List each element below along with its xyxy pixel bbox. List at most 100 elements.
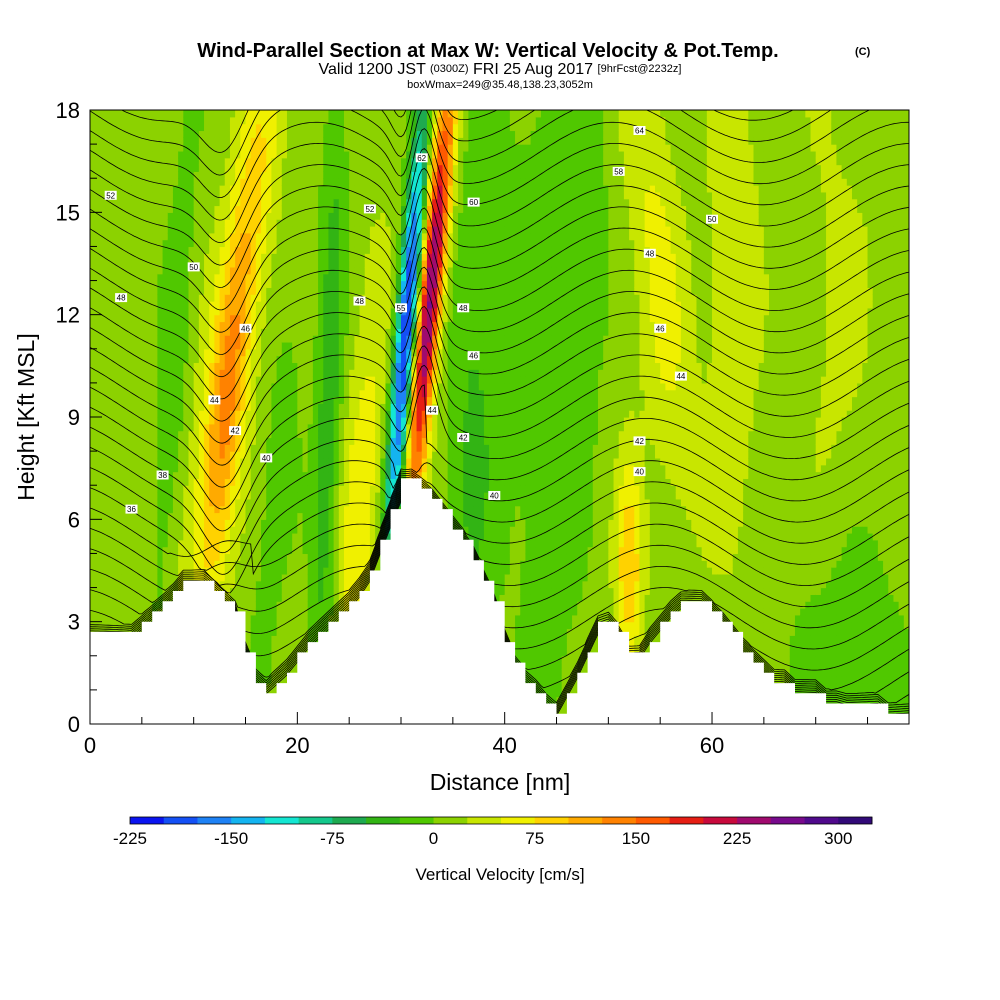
velocity-cell bbox=[302, 253, 309, 261]
velocity-cell bbox=[110, 423, 117, 432]
velocity-cell bbox=[193, 362, 200, 370]
velocity-cell bbox=[240, 587, 247, 595]
velocity-cell bbox=[162, 464, 169, 473]
velocity-cell bbox=[110, 376, 117, 384]
velocity-cell bbox=[178, 219, 184, 227]
velocity-cell bbox=[261, 123, 267, 132]
velocity-cell bbox=[115, 539, 122, 548]
velocity-cell bbox=[354, 526, 361, 534]
velocity-cell bbox=[343, 485, 350, 493]
velocity-cell bbox=[136, 321, 143, 329]
velocity-cell bbox=[95, 178, 101, 186]
velocity-cell bbox=[240, 444, 247, 452]
velocity-cell bbox=[183, 219, 190, 227]
velocity-cell bbox=[152, 389, 158, 398]
velocity-cell bbox=[172, 273, 179, 282]
velocity-cell bbox=[333, 198, 340, 207]
velocity-cell bbox=[250, 471, 257, 479]
velocity-cell bbox=[115, 601, 122, 609]
velocity-cell bbox=[172, 430, 179, 439]
velocity-cell bbox=[271, 219, 278, 227]
velocity-cell bbox=[178, 137, 184, 145]
velocity-cell bbox=[183, 519, 190, 527]
velocity-cell bbox=[126, 369, 133, 377]
velocity-cell bbox=[292, 498, 298, 507]
velocity-cell bbox=[235, 369, 241, 377]
velocity-cell bbox=[162, 410, 169, 418]
velocity-cell bbox=[121, 498, 127, 507]
velocity-cell bbox=[157, 341, 164, 350]
velocity-cell bbox=[375, 485, 381, 493]
velocity-cell bbox=[188, 294, 195, 302]
velocity-cell bbox=[266, 266, 273, 275]
velocity-cell bbox=[297, 355, 304, 364]
velocity-cell bbox=[250, 328, 257, 336]
velocity-cell bbox=[110, 485, 117, 493]
velocity-cell bbox=[110, 157, 117, 166]
velocity-cell bbox=[183, 430, 190, 439]
velocity-cell bbox=[318, 185, 324, 193]
velocity-cell bbox=[266, 362, 273, 370]
velocity-cell bbox=[343, 123, 350, 132]
velocity-cell bbox=[323, 471, 330, 479]
velocity-cell bbox=[110, 253, 117, 261]
velocity-cell bbox=[100, 110, 107, 118]
velocity-cell bbox=[338, 573, 345, 582]
velocity-cell bbox=[369, 423, 376, 432]
velocity-cell bbox=[147, 301, 153, 309]
velocity-cell bbox=[302, 430, 309, 439]
velocity-cell bbox=[312, 614, 319, 623]
velocity-cell bbox=[266, 539, 273, 548]
velocity-cell bbox=[323, 144, 330, 152]
valid-date: FRI 25 Aug 2017 bbox=[473, 61, 593, 78]
velocity-cell bbox=[297, 321, 304, 329]
velocity-cell bbox=[141, 457, 148, 466]
velocity-cell bbox=[162, 198, 169, 207]
velocity-cell bbox=[323, 301, 330, 309]
velocity-cell bbox=[271, 266, 278, 275]
velocity-cell bbox=[115, 178, 122, 186]
velocity-cell bbox=[115, 191, 122, 200]
velocity-cell bbox=[152, 219, 158, 227]
velocity-cell bbox=[110, 144, 117, 152]
velocity-cell bbox=[141, 362, 148, 370]
velocity-cell bbox=[193, 464, 200, 473]
velocity-cell bbox=[369, 341, 376, 350]
velocity-cell bbox=[162, 157, 169, 166]
velocity-cell bbox=[95, 307, 101, 316]
velocity-cell bbox=[141, 225, 148, 234]
velocity-cell bbox=[193, 553, 200, 561]
velocity-cell bbox=[323, 369, 330, 377]
velocity-cell bbox=[276, 171, 283, 179]
velocity-cell bbox=[100, 526, 107, 534]
velocity-cell bbox=[131, 601, 138, 609]
velocity-cell bbox=[235, 403, 241, 411]
velocity-cell bbox=[188, 423, 195, 432]
velocity-cell bbox=[157, 246, 164, 254]
velocity-cell bbox=[364, 287, 371, 295]
velocity-cell bbox=[250, 266, 257, 275]
velocity-cell bbox=[261, 560, 267, 568]
velocity-cell bbox=[302, 307, 309, 316]
velocity-cell bbox=[126, 376, 133, 384]
velocity-cell bbox=[292, 301, 298, 309]
velocity-cell bbox=[188, 396, 195, 404]
velocity-cell bbox=[90, 164, 96, 172]
velocity-cell bbox=[359, 410, 366, 418]
velocity-cell bbox=[136, 232, 143, 241]
velocity-cell bbox=[136, 567, 143, 575]
velocity-cell bbox=[209, 389, 215, 398]
velocity-cell bbox=[312, 110, 319, 118]
velocity-cell bbox=[302, 389, 309, 398]
velocity-cell bbox=[323, 185, 330, 193]
velocity-cell bbox=[250, 232, 257, 241]
velocity-cell bbox=[178, 451, 184, 459]
velocity-cell bbox=[323, 505, 330, 514]
velocity-cell bbox=[90, 403, 96, 411]
velocity-cell bbox=[338, 444, 345, 452]
velocity-cell bbox=[286, 246, 293, 254]
velocity-cell bbox=[266, 485, 273, 493]
velocity-cell bbox=[286, 396, 293, 404]
velocity-cell bbox=[219, 478, 226, 486]
velocity-cell bbox=[209, 116, 215, 125]
